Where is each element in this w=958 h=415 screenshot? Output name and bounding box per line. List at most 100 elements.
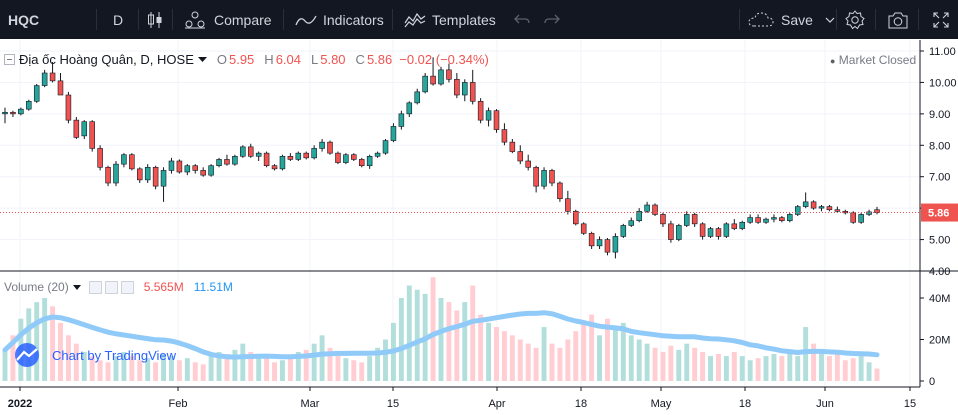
candle [263,152,270,167]
candle [501,129,508,143]
candle [493,110,500,130]
templates-button[interactable]: Templates [404,0,496,39]
time-axis-label: Feb [169,398,188,410]
volume-title[interactable]: Volume (20) [4,280,69,294]
volume-bar [486,322,492,381]
candle [604,239,611,253]
volume-bar [525,343,531,381]
price-axis-label: 4.00 [929,266,950,278]
symbol-legend: Địa ốc Hoàng Quân, D, HOSE O 5.95 H 6.04 L… [4,52,489,67]
toolbar-divider [96,9,97,30]
volume-bar [145,358,151,381]
volume-bar [311,343,317,381]
volume-bar [763,356,769,381]
templates-icon [404,12,426,27]
volume-bar [295,351,301,381]
chart-style-button[interactable] [147,0,163,39]
candle [541,170,547,187]
candle [240,146,246,157]
volume-bar [715,354,721,381]
volume-axis-label: 40M [929,293,950,305]
undo-button[interactable] [514,0,530,39]
volume-bar [97,360,103,381]
candle [620,225,627,237]
candle [152,166,159,187]
time-axis-label: May [651,398,672,410]
volume-bar [359,362,365,381]
snapshot-button[interactable] [888,0,908,39]
volume-bar [874,368,880,381]
volume-bar [842,360,848,381]
volume-bar [636,339,642,381]
volume-bar [644,343,650,381]
candle [176,160,183,173]
volume-bar [319,335,325,381]
volume-bar [438,298,444,381]
chart-canvas[interactable]: 11.0010.009.008.007.006.005.004.005.8640… [0,39,958,415]
candle [588,232,595,247]
redo-button[interactable] [544,0,560,39]
candle [509,141,516,152]
candle [351,154,357,160]
volume-bar [375,347,381,381]
symbol-search-button[interactable]: HQC [8,0,39,39]
time-axis-label: 2022 [8,398,32,410]
price-axis-label: 10.00 [929,77,957,89]
candle [747,217,753,223]
interval-button[interactable]: D [113,0,123,39]
candle [628,220,635,226]
candles-icon [148,11,162,28]
volume-axis-label: 0 [929,376,935,388]
fullscreen-button[interactable] [933,0,949,39]
candle [33,85,40,102]
candle [723,223,730,237]
settings-button[interactable] [845,0,865,39]
volume-bar [589,314,595,381]
volume-bar [224,354,230,381]
volume-bar [462,302,468,381]
candle [731,223,738,229]
candle [366,155,373,167]
close-value: 5.86 [366,52,393,67]
candle [454,78,460,96]
volume-bar [660,351,666,381]
time-axis-label: 18 [575,398,587,410]
indicators-button[interactable]: Indicators [295,0,384,39]
save-button[interactable]: Save [748,0,835,39]
candle [247,146,254,157]
candle [779,217,785,222]
compare-button[interactable]: Compare [184,0,272,39]
candle [565,198,571,212]
candle [739,221,745,229]
volume-bar [398,298,404,381]
candle [406,102,413,115]
volume-bar [65,335,71,381]
volume-bar [628,335,634,381]
remove-study-button[interactable] [120,280,134,294]
time-axis-label: 15 [387,398,399,410]
volume-ma-value: 11.51M [193,280,233,294]
candle [652,204,658,215]
candle [660,214,666,225]
candle [715,228,722,237]
toolbar-divider [836,9,837,30]
toolbar-divider [739,9,740,30]
caret-down-icon[interactable] [72,284,81,290]
volume-bar [834,354,840,381]
tradingview-logo-icon [15,343,39,367]
volume-bar [549,343,555,381]
fullscreen-icon [933,11,949,28]
tradingview-watermark[interactable]: Chart by TradingView [12,343,176,367]
candle [771,217,777,220]
market-status: ● Market Closed [830,53,916,67]
study-settings-button[interactable] [104,280,118,294]
hide-study-button[interactable] [88,280,102,294]
candle [438,69,444,85]
volume-bar [597,335,603,381]
candle [168,160,175,171]
volume-bar [10,335,16,381]
caret-down-icon[interactable] [197,56,207,63]
collapse-icon[interactable] [4,54,15,65]
candle [255,152,262,157]
legend-title[interactable]: Địa ốc Hoàng Quân, D, HOSE [19,52,194,67]
